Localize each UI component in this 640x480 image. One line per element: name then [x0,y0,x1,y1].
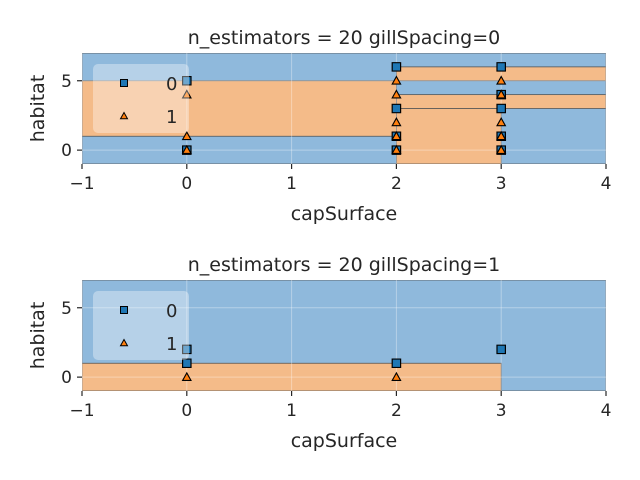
x-tick-label: 3 [496,401,507,421]
x-tick-label: 1 [286,174,297,194]
x-tick-label: 2 [391,174,402,194]
data-point-class-0 [391,358,402,369]
x-tick-label: 0 [181,401,192,421]
legend-frame [93,64,189,133]
legend: 01 [93,291,189,360]
data-point-class-0 [182,358,192,369]
legend-marker-triangle [119,338,129,347]
chart-panel-1: 01−1 0 1 2 3 405capSurfacehabitatn_estimators… [27,254,611,452]
data-point-class-1 [391,144,402,155]
legend-label: 0 [166,74,177,95]
data-point-class-1 [181,89,192,99]
chart-title: n_estimators = 20 gillSpacing=1 [188,254,501,276]
data-point-class-0 [182,344,192,355]
plot-area [82,280,606,391]
data-point-class-1 [391,371,402,382]
data-point-class-1 [496,144,507,155]
decision-region-class-1 [82,362,502,391]
y-axis-label: habitat [27,75,49,143]
data-point-class-0 [391,62,402,72]
x-axis-label: capSurface [291,430,398,452]
data-point-class-1 [181,144,192,155]
data-point-class-1 [496,75,507,85]
data-point-class-1 [391,89,402,99]
chart-title: n_estimators = 20 gillSpacing=0 [188,27,501,49]
data-point-class-1 [496,130,507,141]
x-tick-label: −1 [69,401,94,421]
data-point-class-1 [391,75,402,85]
legend-marker-square [120,306,128,314]
x-tick-label: 1 [286,401,297,421]
legend-marker-square [120,79,128,87]
x-tick-label: −1 [69,174,94,194]
x-tick-label: 4 [601,401,612,421]
decision-region-class-1 [82,80,397,137]
x-tick-label: 2 [391,401,402,421]
data-point-class-1 [391,117,402,127]
data-point-class-1 [391,130,402,141]
chart-panel-0: 01−1 0 1 2 3 405capSurfacehabitatn_estimators… [27,27,611,225]
legend-label: 1 [166,107,177,128]
legend-label: 0 [166,301,177,322]
x-tick-label: 0 [181,174,192,194]
data-point-class-1 [181,371,192,382]
data-point-class-1 [181,130,192,141]
y-tick-label: 5 [61,299,72,319]
data-point-class-0 [391,103,402,114]
y-tick-label: 0 [61,368,72,388]
y-tick-label: 0 [61,141,72,161]
data-point-class-0 [496,103,506,114]
x-tick-label: 4 [601,174,612,194]
legend-frame [93,291,189,360]
plot-area [82,53,606,164]
legend: 01 [93,64,189,133]
data-point-class-0 [496,344,506,355]
decision-region-class-1 [395,108,502,164]
legend-marker-triangle [119,111,129,120]
x-axis-label: capSurface [291,203,398,225]
x-tick-label: 3 [496,174,507,194]
data-point-class-0 [496,62,506,72]
y-tick-label: 5 [61,72,72,92]
data-point-class-1 [496,89,507,99]
data-point-class-0 [182,75,192,86]
y-axis-label: habitat [27,302,49,370]
legend-label: 1 [166,334,177,355]
data-point-class-1 [496,117,507,127]
